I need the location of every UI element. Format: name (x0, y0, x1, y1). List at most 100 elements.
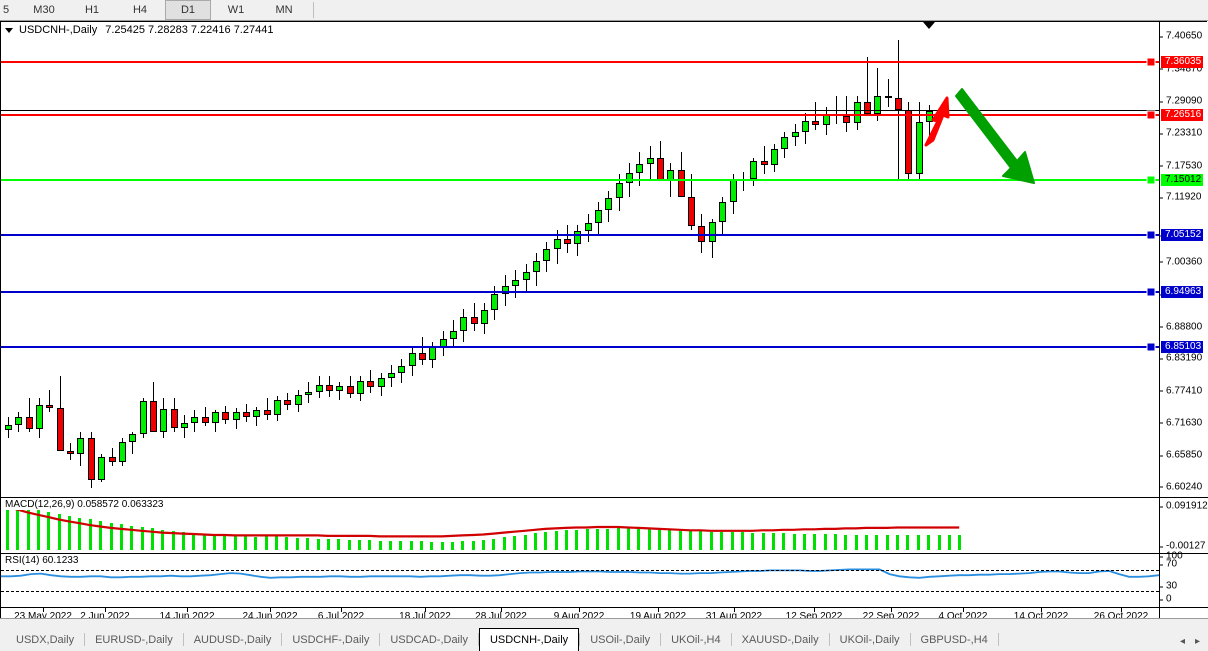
price-tick-label: 7.11920 (1160, 192, 1201, 203)
chart-tab-eurusddaily[interactable]: EURUSD-,Daily (95, 634, 173, 646)
candle-body (532, 260, 540, 273)
date-tick-mark (734, 608, 735, 612)
candle-body (895, 98, 903, 110)
timeframe-button-d1[interactable]: D1 (165, 0, 211, 20)
candlestick (346, 22, 355, 497)
price-level-handle[interactable] (1146, 230, 1156, 240)
chart-tab-xauusddaily[interactable]: XAUUSD-,Daily (741, 634, 819, 646)
bullish-arrow[interactable] (924, 96, 950, 147)
candlestick (419, 22, 427, 497)
candlestick (532, 22, 541, 497)
tab-divider (379, 633, 381, 646)
candlestick (305, 22, 313, 497)
candlestick (274, 22, 282, 497)
candlestick (15, 22, 23, 497)
price-level-line-7.15012[interactable] (1, 178, 1159, 181)
timeframe-button-h1[interactable]: H1 (84, 4, 100, 16)
price-level-chip-7.26516[interactable]: 7.26516 (1161, 109, 1204, 122)
timeframe-button-mn[interactable]: MN (275, 4, 293, 16)
candle-body (574, 231, 582, 244)
chart-tab-usoildaily[interactable]: USOil-,Daily (590, 634, 651, 646)
price-level-chip-6.85103[interactable]: 6.85103 (1161, 341, 1204, 354)
candlestick (212, 22, 220, 497)
candlestick (677, 22, 686, 497)
candle-body (346, 386, 354, 394)
candle-body (874, 95, 882, 114)
price-level-handle[interactable] (1146, 175, 1156, 185)
price-level-handle[interactable] (1146, 342, 1156, 352)
candle-body (294, 395, 302, 406)
candlestick (191, 22, 199, 497)
price-pane[interactable]: 7.40650 7.34870 7.29090 7.23310 7.17530 7.119… (1, 22, 1208, 497)
candle-wick (836, 95, 837, 124)
price-level-chip-7.15012[interactable]: 7.15012 (1161, 173, 1204, 186)
price-level-line-7.05152[interactable] (1, 234, 1159, 237)
date-tick-label: 31 Aug 2022 (705, 611, 763, 622)
candle-body (522, 272, 530, 280)
candlestick (232, 22, 241, 497)
macd-histogram-bar (658, 529, 662, 550)
price-level-line-7.26516[interactable] (1, 114, 1159, 117)
date-tick-label: 18 Jul 2022 (399, 611, 451, 622)
bearish-arrow[interactable] (955, 88, 1035, 184)
macd-histogram-bar (513, 535, 517, 550)
price-level-handle[interactable] (1146, 110, 1156, 120)
price-level-chip-7.36035[interactable]: 7.36035 (1161, 56, 1204, 69)
price-level-handle[interactable] (1146, 57, 1156, 67)
chart-tab-usdcaddaily[interactable]: USDCAD-,Daily (390, 634, 468, 646)
candlestick (884, 22, 893, 497)
chart-tab-ukoilh4[interactable]: UKOil-,H4 (671, 634, 721, 646)
macd-pane[interactable]: MACD(12,26,9) 0.058572 0.063323 0.091912… (1, 497, 1208, 553)
cursor-marker-icon[interactable] (923, 22, 935, 29)
chart-ohlc-values: 7.25425 7.28283 7.22416 7.27441 (105, 24, 274, 36)
timeframe-button-m30[interactable]: M30 (33, 4, 55, 16)
candlestick (325, 22, 334, 497)
chart-tab-usdxdaily[interactable]: USDX,Daily (16, 634, 75, 646)
triangle-down-icon[interactable] (5, 27, 13, 33)
timeframe-button-w1[interactable]: W1 (227, 4, 245, 16)
chart-tab-gbpusdh4[interactable]: GBPUSD-,H4 (920, 634, 988, 646)
rsi-plot-area[interactable] (1, 554, 1159, 607)
price-level-line-6.94963[interactable] (1, 291, 1159, 294)
macd-histogram-bar (689, 530, 693, 550)
price-level-handle[interactable] (1146, 287, 1156, 297)
price-axis[interactable]: 7.40650 7.34870 7.29090 7.23310 7.17530 7.119… (1159, 22, 1208, 497)
tab-prev-icon[interactable]: ◂ (1179, 636, 1185, 647)
rsi-pane[interactable]: RSI(14) 60.1233 100 70 30 0 (1, 551, 1208, 607)
tab-divider (997, 633, 999, 646)
price-level-line-7.36035[interactable] (1, 61, 1159, 64)
candle-body (129, 433, 137, 442)
candlestick (594, 22, 603, 497)
date-tick-mark (891, 608, 892, 612)
candle-body (149, 400, 157, 432)
timeframe-toolbar: 5 M30 H1 H4 D1 W1 MN (0, 0, 1208, 21)
date-tick-mark (1121, 608, 1122, 612)
price-level-chip-7.05152[interactable]: 7.05152 (1161, 229, 1204, 242)
macd-tick-label: 0.091912 (1160, 501, 1208, 512)
candlestick (470, 22, 479, 497)
timeframe-button-h4[interactable]: H4 (132, 4, 148, 16)
date-tick-label: 24 Jun 2022 (242, 611, 298, 622)
macd-histogram-bar (16, 506, 20, 550)
candlestick (398, 22, 406, 497)
macd-plot-area[interactable] (1, 498, 1159, 553)
chart-tab-ukoildaily[interactable]: UKOil-,Daily (839, 634, 900, 646)
chart-tab-usdcnhdaily[interactable]: USDCNH-,Daily (478, 628, 580, 651)
price-plot-area[interactable] (1, 22, 1159, 497)
macd-signal-line (6, 505, 960, 538)
chart-tab-usdchfdaily[interactable]: USDCHF-,Daily (292, 634, 370, 646)
candle-body (781, 137, 789, 150)
candlestick (356, 22, 365, 497)
candle-body (77, 437, 85, 454)
candle-body (594, 210, 602, 223)
tab-next-icon[interactable]: ▸ (1194, 636, 1200, 647)
timeframe-button-5[interactable]: 5 (2, 4, 10, 16)
candlestick (387, 22, 396, 497)
price-level-line-6.85103[interactable] (1, 346, 1159, 349)
candle-body (98, 457, 106, 481)
date-tick-mark (43, 608, 44, 612)
price-level-chip-6.94963[interactable]: 6.94963 (1161, 286, 1204, 299)
rsi-tick-label: 70 (1160, 559, 1177, 570)
chart-tab-audusddaily[interactable]: AUDUSD-,Daily (193, 634, 272, 646)
tab-nav-controls[interactable]: ◂ ▸ (1180, 636, 1208, 647)
